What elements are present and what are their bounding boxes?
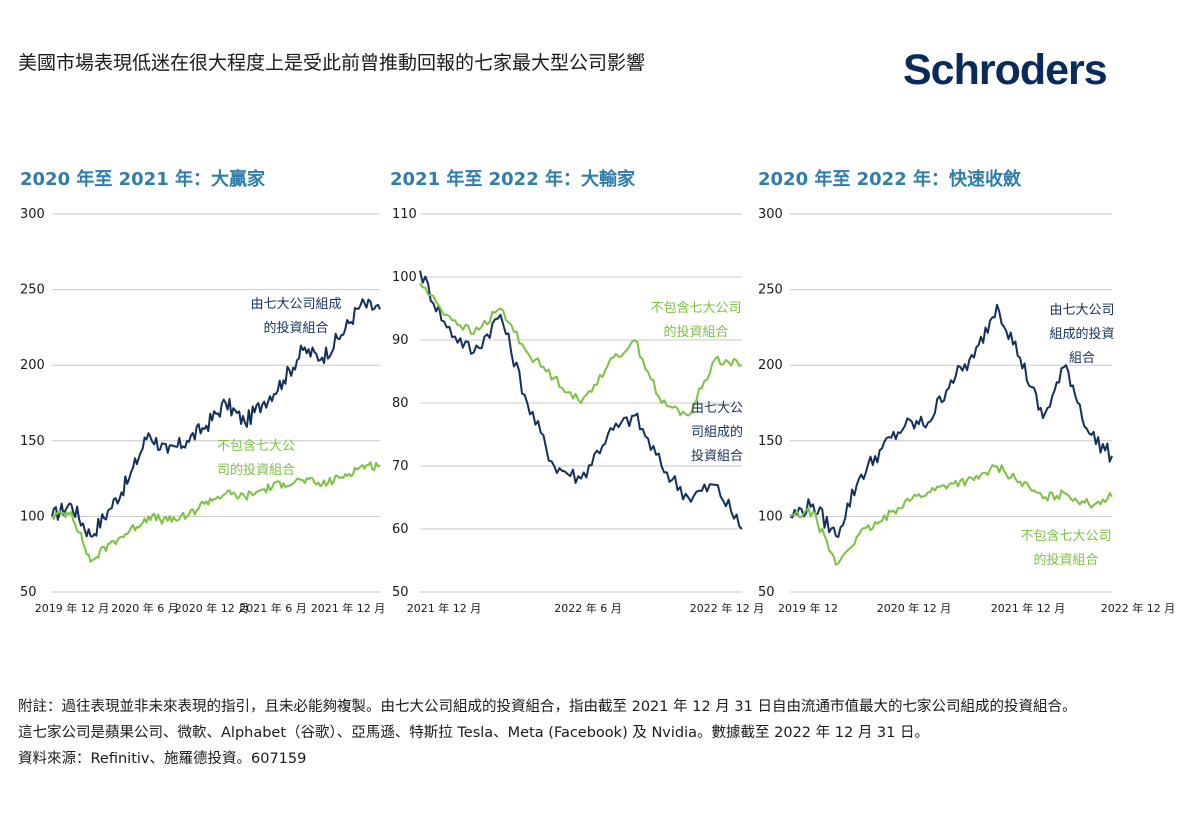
- y-tick-label: 100: [758, 509, 783, 524]
- y-tick-label: 110: [392, 207, 417, 222]
- series-annotation: 由七大公司組成的投資組合: [691, 401, 743, 464]
- x-tick-label: 2021 年 6 月: [239, 601, 306, 615]
- page-title: 美國市場表現低迷在很大程度上是受此前曾推動回報的七家最大型公司影響: [18, 52, 646, 74]
- series-annotation: 不包含七大公司的投資組合: [217, 438, 295, 478]
- y-tick-label: 150: [758, 434, 783, 449]
- x-tick-label: 2022 年 12 月: [690, 601, 764, 615]
- footer-note: 附註：過往表現並非未來表現的指引，且未必能夠複製。由七大公司組成的投資組合，指由…: [18, 699, 1077, 741]
- footer: 附註：過往表現並非未來表現的指引，且未必能夠複製。由七大公司組成的投資組合，指由…: [18, 694, 1078, 772]
- y-tick-label: 200: [20, 358, 45, 373]
- y-tick-label: 250: [20, 283, 45, 298]
- series-line-top7: [789, 303, 1113, 538]
- footer-source: 資料來源：Refinitiv、施羅德投資。607159: [18, 751, 307, 767]
- x-tick-label: 2020 年 12 月: [877, 601, 951, 615]
- chart-1-title: 2020 年至 2021 年：大贏家: [20, 169, 265, 190]
- x-tick-label: 2021 年 12 月: [407, 601, 481, 615]
- x-tick-label: 2020 年 6 月: [111, 601, 178, 615]
- x-tick-label: 2022 年 6 月: [554, 601, 621, 615]
- y-tick-label: 100: [20, 509, 45, 524]
- x-tick-label: 2019 年 12: [778, 601, 838, 615]
- y-tick-label: 200: [758, 358, 783, 373]
- series-annotation: 由七大公司組成的投資組合: [1049, 303, 1114, 366]
- y-tick-label: 90: [392, 333, 409, 348]
- x-tick-label: 2019 年 12 月: [35, 601, 109, 615]
- y-tick-label: 300: [758, 207, 783, 222]
- x-tick-label: 2022 年 12 月: [1101, 601, 1175, 615]
- x-tick-label: 2021 年 12 月: [311, 601, 385, 615]
- series-line-ex-top7: [419, 282, 743, 417]
- y-tick-label: 80: [392, 396, 409, 411]
- series-annotation: 由七大公司組成的投資組合: [250, 297, 341, 336]
- y-tick-label: 300: [20, 207, 45, 222]
- y-tick-label: 50: [758, 585, 775, 600]
- series-annotation: 不包含七大公司的投資組合: [650, 300, 741, 340]
- y-tick-label: 250: [758, 283, 783, 298]
- schroders-logo: Schroders: [903, 46, 1108, 94]
- y-tick-label: 150: [20, 434, 45, 449]
- chart-3-title: 2020 年至 2022 年：快速收斂: [758, 169, 1021, 190]
- y-tick-label: 50: [20, 585, 37, 600]
- series-annotation: 不包含七大公司的投資組合: [1020, 528, 1111, 568]
- y-tick-label: 50: [392, 585, 409, 600]
- y-tick-label: 70: [392, 459, 409, 474]
- series-line-ex-top7: [789, 464, 1113, 566]
- x-tick-label: 2020 年 12 月: [175, 601, 249, 615]
- y-tick-label: 60: [392, 522, 409, 537]
- chart-2-title: 2021 年至 2022 年：大輸家: [390, 169, 635, 190]
- series-line-top7: [51, 298, 381, 538]
- series-line-top7: [419, 270, 743, 530]
- x-tick-label: 2021 年 12 月: [991, 601, 1065, 615]
- series-line-ex-top7: [51, 461, 381, 563]
- y-tick-label: 100: [392, 270, 417, 285]
